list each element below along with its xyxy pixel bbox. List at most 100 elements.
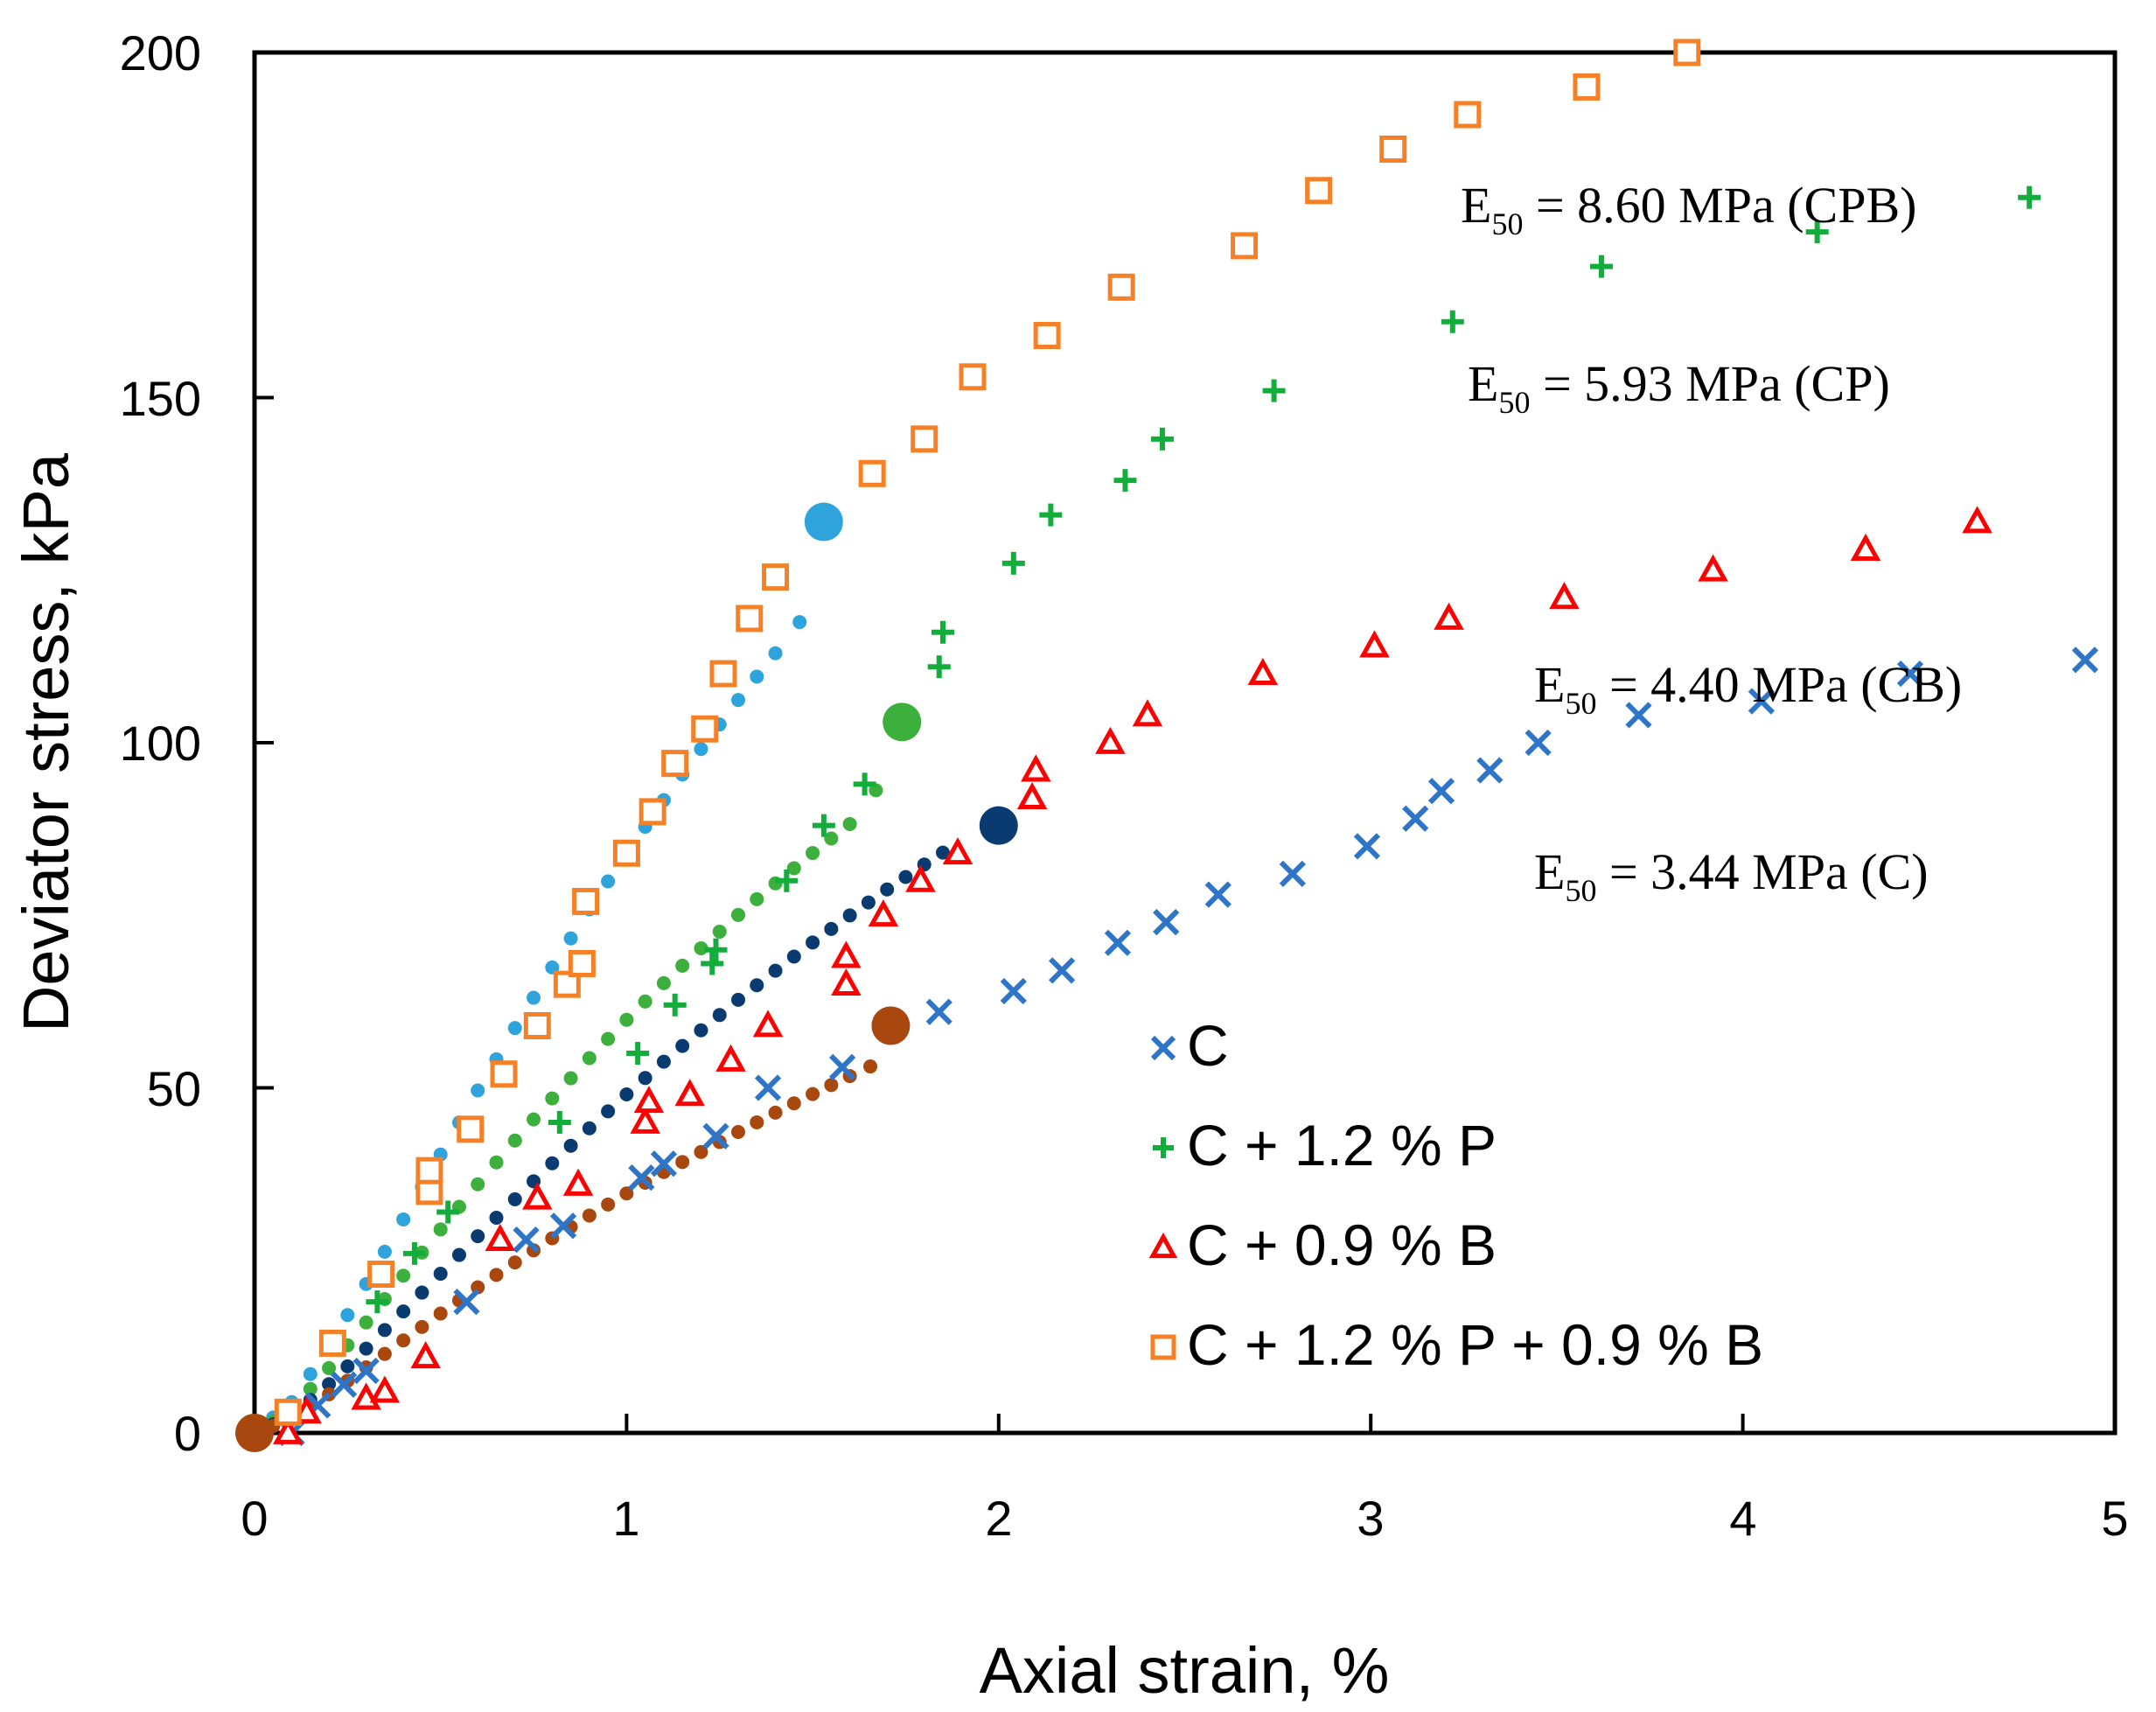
data-point-series-0 — [1104, 929, 1132, 956]
x-axis-title: Axial strain, % — [980, 1634, 1390, 1707]
fit-dot — [489, 1155, 504, 1170]
x-stroke — [925, 998, 952, 1025]
x-stroke — [1204, 881, 1232, 908]
fit-dot — [563, 1071, 578, 1086]
data-point-series-2 — [273, 1416, 304, 1444]
x-stroke — [1625, 702, 1652, 729]
fit-dot — [527, 990, 541, 1005]
data-point-series-0 — [1896, 660, 1924, 688]
fit-dot — [768, 1105, 783, 1120]
fit-dot — [396, 1333, 411, 1348]
fit-dot — [507, 1191, 522, 1206]
fit-dot — [656, 975, 671, 990]
fit-dot — [768, 963, 783, 978]
x-stroke — [1153, 909, 1180, 936]
data-point-series-2 — [369, 1375, 401, 1403]
fit-dot — [712, 1008, 727, 1023]
fit-dot — [898, 870, 913, 884]
legend-label-cp: C + 1.2 % P — [1187, 1113, 1497, 1177]
annotation-cp: E50 = 5.93 MPa (CP) — [1468, 355, 1890, 420]
fit-dot — [433, 1266, 448, 1281]
fit-dot — [563, 931, 578, 946]
data-point-series-2 — [522, 1182, 553, 1210]
x-tick-label-2: 2 — [985, 1491, 1012, 1546]
data-point-series-0 — [453, 1288, 480, 1316]
fit-dot — [675, 958, 690, 973]
x-stroke — [352, 1357, 380, 1385]
data-point-series-2 — [1434, 602, 1464, 630]
fit-dot — [675, 1038, 690, 1053]
fit-dot — [563, 1138, 578, 1153]
data-point-series-2 — [1698, 554, 1728, 582]
fit-dot — [507, 1133, 522, 1148]
data-point-series-0 — [330, 1371, 358, 1398]
fit-dot — [869, 783, 883, 798]
x-stroke — [829, 1053, 856, 1080]
fit-dot — [792, 615, 807, 630]
y-tick-label-150: 150 — [120, 371, 201, 426]
data-point-series-0 — [352, 1357, 380, 1385]
data-point-series-1 — [436, 1200, 460, 1224]
fit-dot — [806, 1087, 820, 1101]
fit-dot — [750, 669, 764, 684]
fit-dot — [377, 1323, 392, 1338]
data-point-series-3 — [911, 425, 938, 453]
fit-dot — [303, 1366, 317, 1381]
fit-dot — [824, 1078, 839, 1093]
data-point-series-1 — [704, 938, 728, 961]
legend-label-cpb: C + 1.2 % P + 0.9 % B — [1187, 1312, 1763, 1377]
fit-dot — [694, 1144, 708, 1159]
fitted-curves — [235, 502, 1018, 1452]
fit-dot — [786, 1096, 801, 1111]
data-point-series-2 — [630, 1106, 660, 1134]
annotation-cpb: E50 = 8.60 MPa (CPB) — [1461, 177, 1916, 241]
data-point-series-0 — [702, 1122, 729, 1149]
data-point-series-3 — [1379, 135, 1407, 163]
data-point-series-3 — [858, 459, 886, 487]
data-point-series-3 — [959, 363, 987, 391]
data-point-series-0 — [925, 998, 952, 1025]
fit-dot — [601, 1104, 616, 1119]
fit-dot — [340, 1308, 355, 1323]
fit-dot — [489, 1268, 504, 1282]
data-point-series-3 — [568, 949, 596, 977]
fit-dot — [471, 1083, 485, 1098]
fit-dot — [619, 1012, 634, 1027]
fit-dot — [694, 1023, 708, 1038]
x-stroke — [1402, 805, 1429, 832]
x-stroke — [1427, 778, 1455, 805]
data-point-series-2 — [831, 940, 862, 968]
data-point-series-3 — [762, 563, 790, 591]
y-tick-label-200: 200 — [120, 25, 201, 80]
fit-dot — [507, 1021, 522, 1036]
data-point-series-3 — [367, 1261, 395, 1289]
fit-dot — [731, 1124, 746, 1139]
data-point-series-0 — [1625, 702, 1652, 729]
fit-dot — [433, 1222, 448, 1237]
fit-dot — [935, 845, 950, 860]
fit-dot — [750, 1115, 764, 1129]
y-axis-title: Deviator stress, kPa — [10, 452, 82, 1032]
data-point-series-2 — [1021, 754, 1051, 782]
fit-dot — [750, 978, 764, 993]
fit-dot — [322, 1360, 337, 1375]
fit-dot — [786, 861, 801, 876]
data-point-series-3 — [638, 798, 666, 826]
legend-marker-0 — [1150, 1035, 1176, 1061]
data-point-series-2 — [1247, 657, 1279, 685]
fit-dot — [396, 1212, 411, 1226]
data-point-series-3 — [709, 660, 737, 688]
x-stroke — [1279, 860, 1306, 888]
data-point-series-0 — [1353, 833, 1381, 860]
data-series — [273, 38, 2099, 1447]
fit-dot — [619, 1087, 634, 1101]
legend-marker-1 — [1153, 1137, 1174, 1158]
fit-dot — [471, 1177, 485, 1191]
data-point-series-1 — [1039, 503, 1063, 527]
fit-end-point — [871, 1006, 911, 1045]
data-point-series-0 — [513, 1226, 540, 1254]
fit-dot — [471, 1229, 485, 1244]
data-point-series-2 — [1095, 726, 1126, 754]
x-stroke — [2071, 646, 2099, 674]
